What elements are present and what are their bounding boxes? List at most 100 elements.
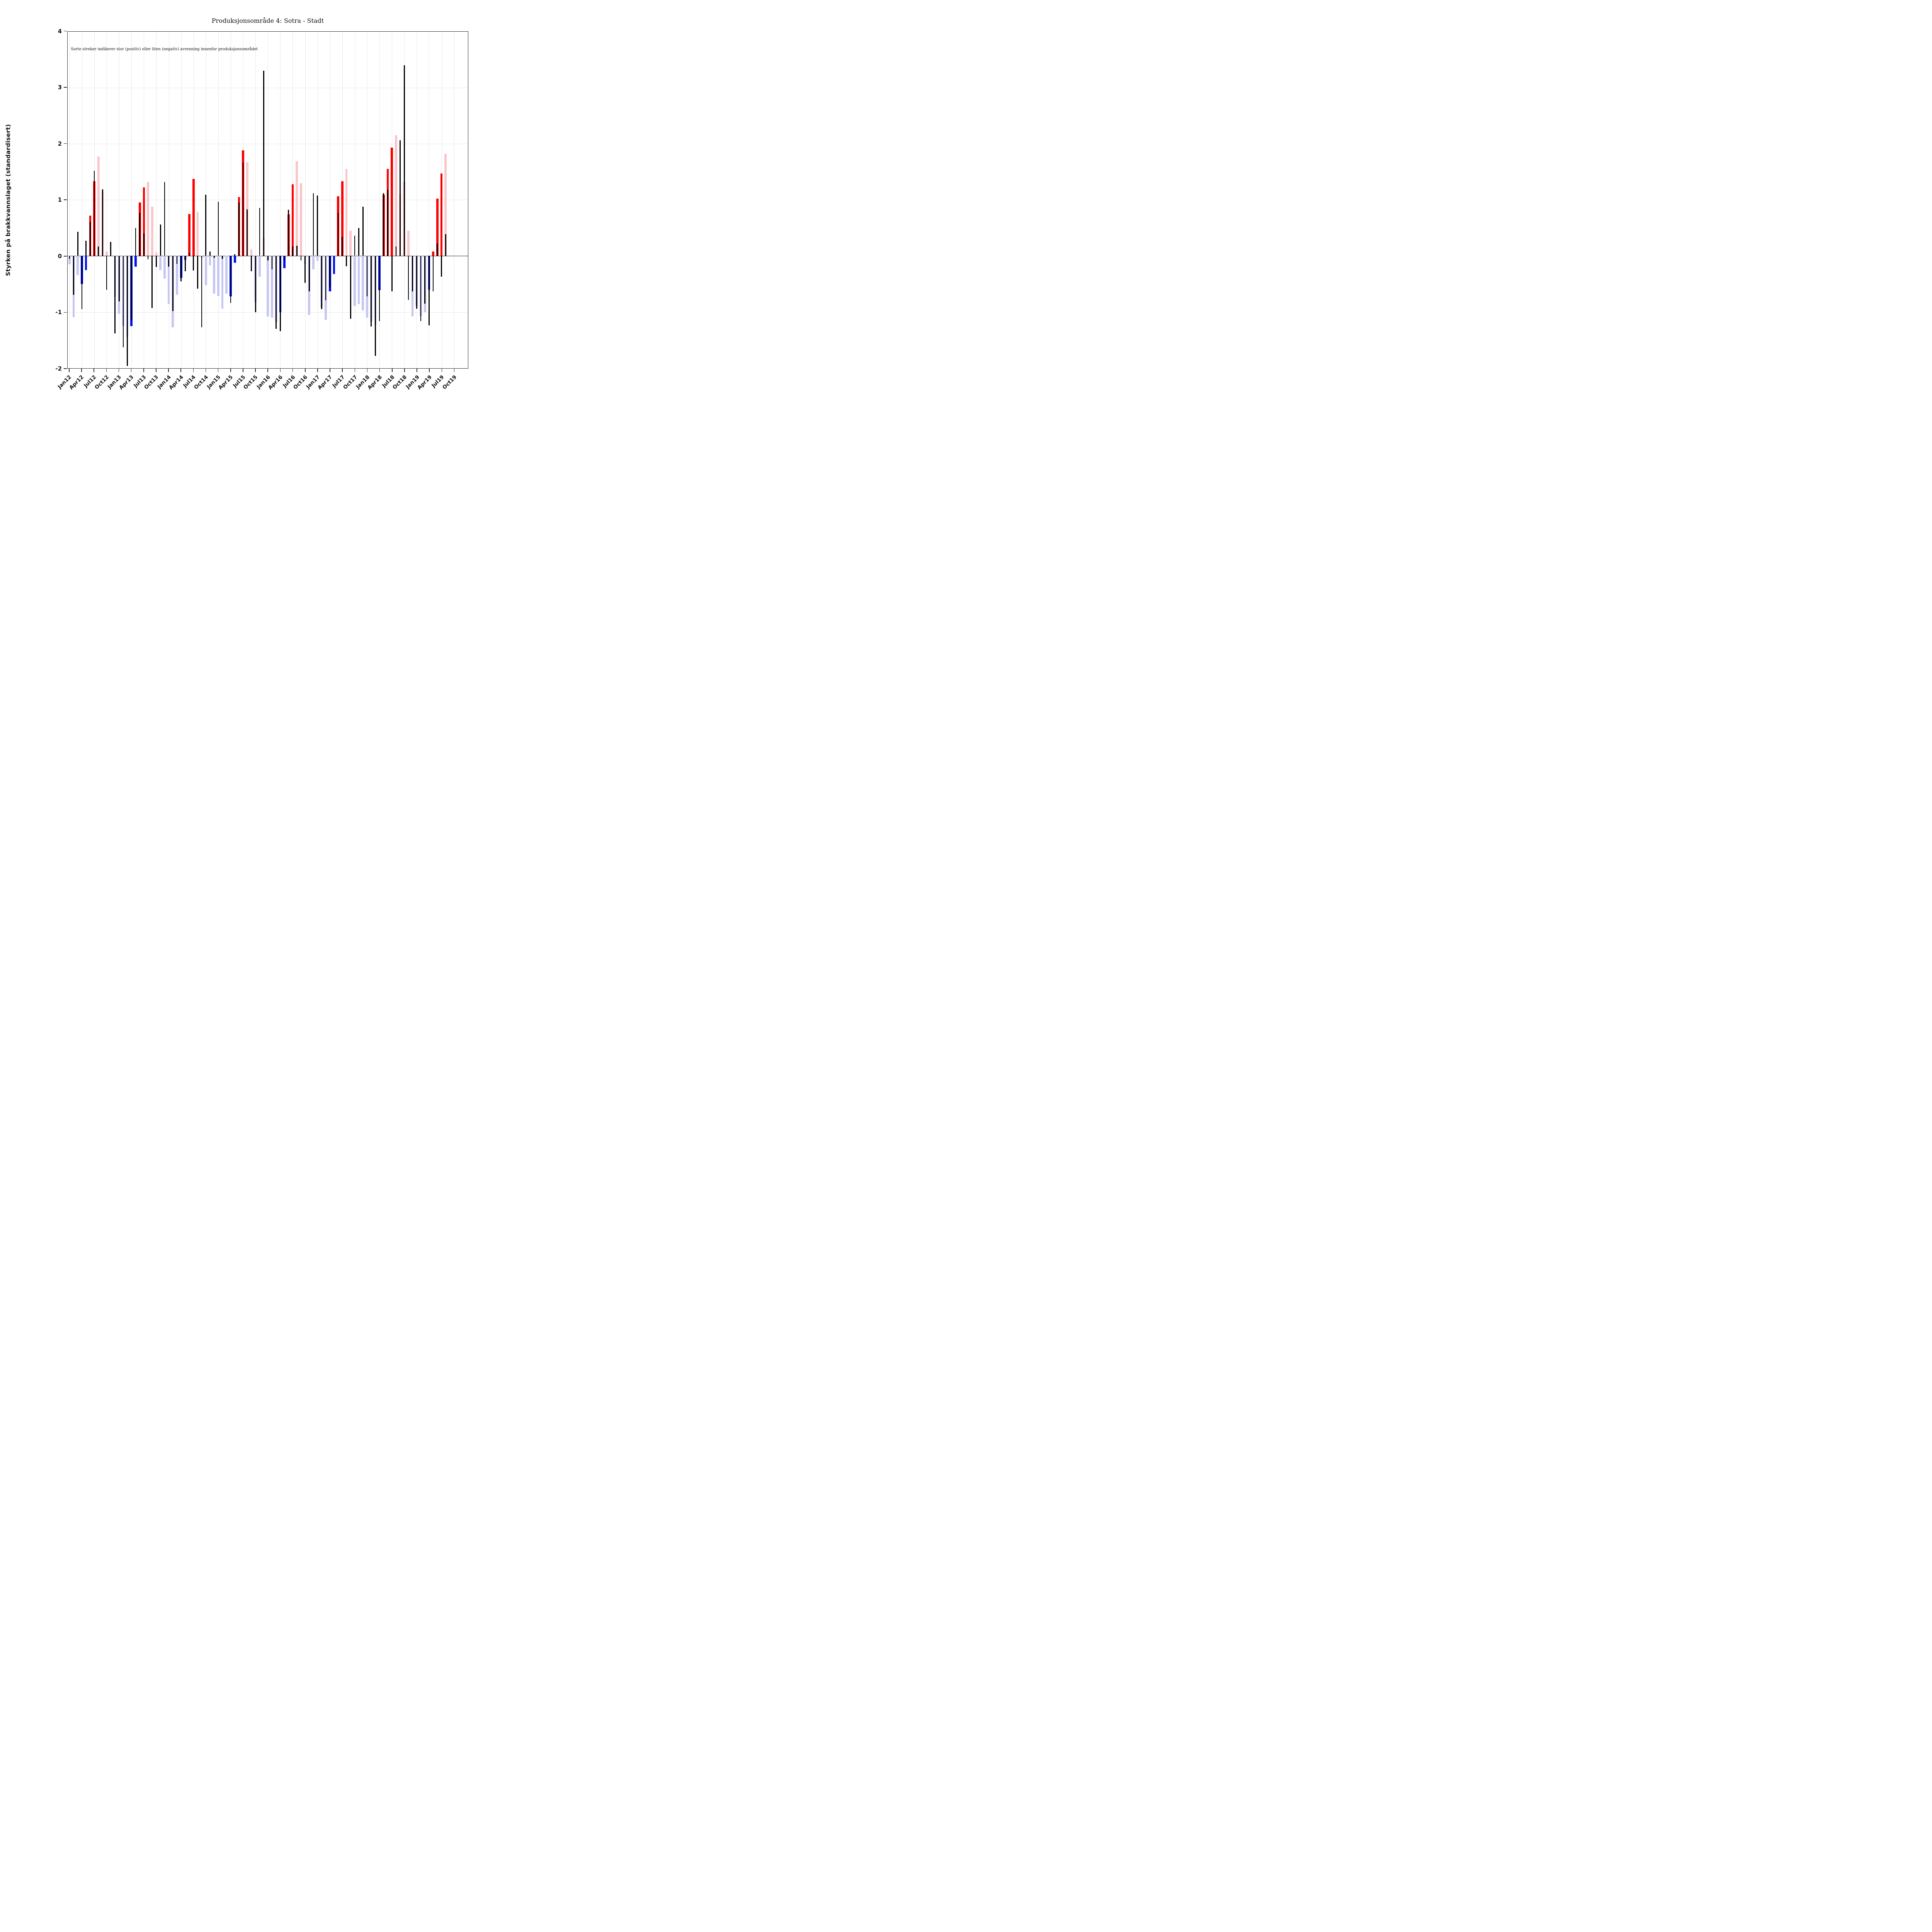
runoff-line-Oct14 (205, 195, 207, 256)
month-bar-Dec16 (312, 256, 315, 270)
x-tick (193, 368, 194, 372)
y-tick-label: 4 (58, 27, 62, 35)
y-tick (64, 31, 67, 32)
runoff-line-Sep16 (300, 256, 302, 261)
runoff-line-Jun15 (238, 202, 240, 256)
runoff-line-Feb15 (222, 256, 223, 259)
x-tick (317, 368, 318, 372)
runoff-line-Feb12 (73, 256, 74, 295)
runoff-line-Jul17 (342, 237, 343, 256)
y-tick (64, 143, 67, 144)
runoff-line-May16 (284, 256, 285, 260)
runoff-line-Jan12 (69, 256, 70, 259)
x-tick (280, 368, 281, 372)
runoff-line-Oct15 (255, 256, 256, 312)
month-bar-May13 (134, 256, 137, 267)
month-bar-Jul17 (341, 181, 344, 256)
x-tick (267, 368, 269, 372)
x-tick (379, 368, 380, 372)
x-tick (429, 368, 430, 372)
runoff-line-Dec18 (412, 256, 413, 291)
x-tick (391, 368, 393, 372)
month-bar-Aug17 (345, 169, 348, 256)
runoff-line-Apr19 (429, 256, 430, 326)
runoff-line-May13 (135, 228, 136, 256)
runoff-line-Mar14 (176, 256, 178, 264)
month-bar-Jul14 (192, 179, 195, 256)
month-bar-Oct12 (105, 251, 108, 256)
month-bar-Nov17 (357, 256, 360, 304)
runoff-line-Nov13 (160, 224, 161, 256)
runoff-line-Apr16 (280, 256, 281, 331)
month-bar-Aug15 (246, 162, 248, 256)
y-tick-label: 3 (58, 84, 62, 91)
runoff-line-Apr15 (230, 256, 231, 303)
runoff-line-Jan17 (317, 195, 318, 256)
y-tick-label: 1 (58, 196, 62, 204)
month-bar-Oct14 (204, 256, 207, 285)
runoff-line-Aug13 (147, 256, 149, 260)
runoff-line-Jul14 (193, 256, 194, 271)
runoff-line-Jun12 (90, 221, 91, 256)
runoff-line-Aug18 (395, 246, 397, 256)
month-bar-Jan16 (267, 256, 269, 317)
runoff-line-Jun13 (139, 213, 141, 256)
runoff-line-Feb16 (271, 256, 273, 270)
runoff-line-Dec17 (362, 206, 364, 256)
month-bar-Dec14 (213, 256, 216, 294)
month-bar-May15 (233, 256, 236, 263)
runoff-line-Oct16 (304, 256, 306, 283)
runoff-line-Oct17 (354, 236, 355, 256)
month-bar-Oct13 (155, 252, 158, 256)
x-tick (131, 368, 132, 372)
runoff-line-Jun14 (189, 252, 190, 256)
runoff-line-Feb17 (321, 256, 322, 310)
runoff-line-Jul13 (143, 233, 145, 256)
runoff-line-Nov14 (209, 251, 211, 256)
runoff-line-Aug12 (98, 246, 99, 256)
month-bar-Aug16 (296, 161, 298, 256)
runoff-note: Sorte streker indikerer stor (positiv) e… (71, 47, 258, 51)
runoff-line-May15 (234, 254, 236, 256)
runoff-line-Mar17 (325, 256, 327, 301)
runoff-line-Nov15 (259, 207, 260, 256)
runoff-line-Aug19 (445, 234, 446, 256)
runoff-line-Nov18 (408, 256, 409, 300)
x-tick (367, 368, 368, 372)
runoff-line-Apr12 (81, 256, 83, 310)
runoff-line-Mar16 (276, 256, 277, 329)
month-bar-Aug12 (97, 156, 100, 256)
runoff-line-Dec13 (164, 182, 165, 256)
runoff-line-Aug14 (197, 256, 198, 289)
month-bar-Feb16 (271, 256, 273, 318)
month-bar-Jan15 (217, 256, 219, 296)
y-tick (64, 312, 67, 313)
runoff-line-Dec14 (213, 256, 215, 258)
month-bar-May19 (432, 251, 434, 256)
runoff-line-Sep12 (102, 189, 103, 256)
y-axis-label: Styrken på brakkvannslaget (standardiser… (5, 124, 12, 276)
runoff-line-Nov17 (358, 228, 359, 256)
month-bar-Nov18 (407, 231, 410, 256)
month-bar-Jun19 (436, 199, 439, 256)
runoff-line-Dec12 (114, 256, 116, 333)
runoff-line-Jan16 (267, 256, 269, 261)
x-tick (69, 368, 70, 372)
x-tick (180, 368, 182, 372)
month-bar-Sep13 (151, 206, 153, 256)
month-bar-Mar15 (225, 256, 228, 294)
runoff-line-Apr13 (131, 256, 132, 321)
runoff-line-Jan13 (118, 256, 120, 302)
month-bar-Jul18 (391, 148, 393, 256)
month-bar-Aug18 (395, 135, 397, 256)
runoff-line-Jan19 (416, 256, 417, 309)
runoff-line-Mar18 (375, 256, 376, 356)
x-tick (168, 368, 169, 372)
runoff-line-Feb13 (122, 256, 124, 348)
month-bar-Nov15 (259, 256, 261, 277)
runoff-line-Aug16 (296, 246, 298, 256)
runoff-line-Dec16 (313, 193, 314, 256)
runoff-line-Jan18 (366, 256, 368, 296)
runoff-line-Jun19 (437, 243, 438, 256)
x-tick (454, 368, 455, 372)
